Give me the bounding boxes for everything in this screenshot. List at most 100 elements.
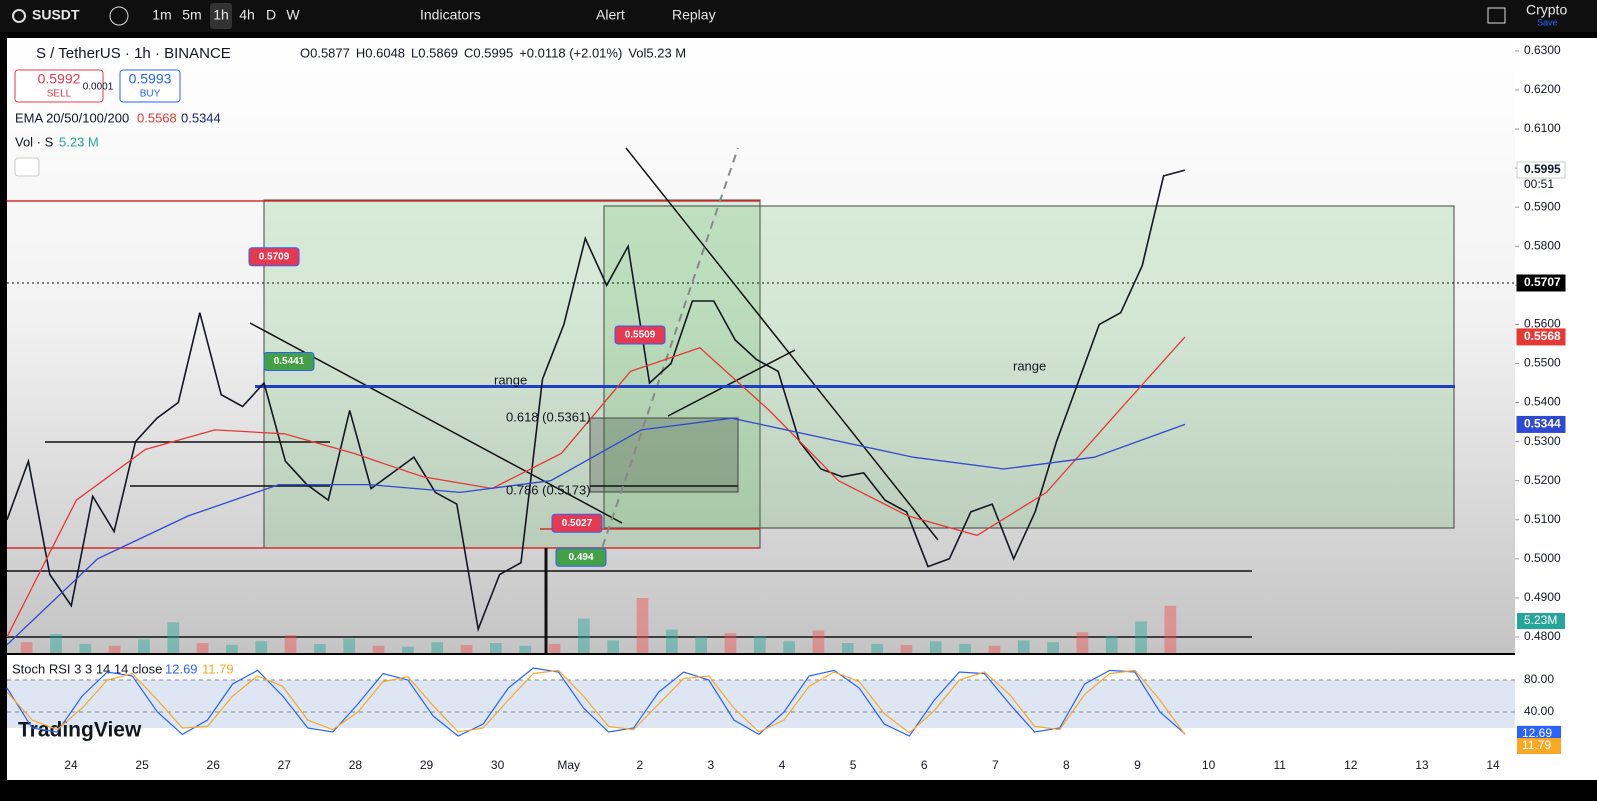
volume-bar [1076, 632, 1089, 653]
stoch-d-line [6, 669, 1186, 735]
price-badge [263, 352, 315, 372]
fullscreen-icon[interactable] [1487, 7, 1506, 24]
volume-bar [343, 638, 356, 653]
volume-bar [255, 641, 268, 653]
price-tick-label: 0.6100 [1524, 121, 1561, 135]
time-tick-label: 11 [1273, 758, 1286, 772]
buy-label[interactable]: BUY [140, 89, 161, 100]
sell-price[interactable]: 0.5992 [38, 71, 81, 87]
volume-bar [50, 634, 62, 653]
volume-bar [1047, 642, 1059, 653]
price-axis-label-box [1516, 328, 1566, 346]
volume-bar [20, 642, 33, 653]
brand-logo: TradingView [18, 719, 142, 742]
price-tick-label: 0.5200 [1524, 473, 1561, 487]
price-badge [248, 247, 300, 267]
toolbar [0, 0, 1597, 32]
stoch-axis-box [1517, 725, 1561, 742]
volume-bar [284, 634, 297, 653]
price-axis-label-box [1516, 274, 1566, 292]
time-tick-label: 29 [420, 758, 434, 772]
price-badge-label: 0.5509 [625, 330, 656, 341]
time-tick-label: 27 [278, 758, 292, 772]
trend-line [625, 147, 939, 541]
volume-bar [841, 643, 854, 653]
ohlc-value: +0.0118 (+2.01%) [519, 45, 622, 60]
save-button[interactable]: Save [1537, 17, 1558, 27]
price-badge [551, 513, 603, 533]
price-tick-label: 0.4900 [1524, 590, 1561, 604]
ema-line [6, 336, 1186, 638]
interval-button[interactable]: 1h [213, 7, 229, 23]
stoch-axis-label: 12.69 [1522, 726, 1552, 740]
indicators-button[interactable]: Indicators [420, 7, 481, 23]
price-tick-label: 0.5600 [1524, 317, 1561, 331]
fib-box [589, 417, 739, 493]
volume-bar [108, 645, 121, 653]
sell-label[interactable]: SELL [47, 89, 72, 100]
volume-bar [959, 643, 971, 653]
annotation: 0.786 (0.5173) [506, 482, 591, 497]
stoch-band [7, 680, 1515, 728]
time-tick-label: 8 [1063, 758, 1070, 772]
price-axis-label: 0.5707 [1524, 275, 1561, 289]
volume-bar [665, 629, 678, 653]
volume-bar [489, 643, 502, 653]
annotation: range [494, 372, 527, 387]
account[interactable]: Crypto [1526, 2, 1567, 18]
interval-button[interactable]: W [286, 7, 300, 23]
time-tick-label: 25 [135, 758, 149, 772]
sell-button[interactable] [14, 69, 104, 103]
buy-button[interactable] [119, 69, 181, 103]
annotation: 0.618 (0.5361) [506, 409, 591, 424]
ema-red-value: 0.5568 [137, 110, 177, 125]
volume-bar [167, 622, 180, 653]
price-axis-label: 0.5568 [1524, 329, 1561, 343]
ema-line [6, 417, 1186, 646]
add-icon[interactable] [109, 6, 129, 26]
interval-button[interactable]: 4h [239, 7, 255, 23]
stoch-k-line [6, 667, 1186, 737]
symbol[interactable]: SUSDT [32, 7, 80, 23]
search-icon[interactable] [12, 9, 26, 23]
interval-button[interactable]: 5m [182, 7, 201, 23]
volume-bar [929, 641, 942, 653]
volume-bar [607, 640, 620, 653]
volume-bar [812, 630, 825, 653]
volume-bar [724, 633, 737, 653]
buy-price[interactable]: 0.5993 [129, 71, 172, 87]
time-tick-label: 9 [1134, 758, 1141, 772]
price-axis-label: 0.5995 [1524, 162, 1561, 176]
time-tick-label: 7 [992, 758, 999, 772]
volume-bar [783, 641, 795, 653]
alert-button[interactable]: Alert [596, 7, 625, 23]
volume-bar [79, 643, 92, 653]
volume-bar [1017, 640, 1030, 653]
price-tick-label: 0.5800 [1524, 238, 1561, 252]
symbol-title: S / TetherUS · 1h · BINANCE [36, 45, 231, 62]
price-badge-label: 0.5027 [562, 518, 593, 529]
time-tick-label: 6 [921, 758, 928, 772]
time-tick-label: 24 [64, 758, 78, 772]
stoch-tick-label: 40.00 [1524, 704, 1554, 718]
ohlc-value: C0.5995 [464, 45, 513, 60]
time-tick-label: 5 [850, 758, 857, 772]
time-tick-label: 12 [1344, 758, 1358, 772]
price-tick-label: 0.5500 [1524, 356, 1561, 370]
replay-button[interactable]: Replay [672, 7, 716, 23]
volume-bar [900, 644, 913, 653]
interval-button[interactable]: 1m [152, 7, 171, 23]
collapse-button[interactable] [14, 157, 40, 177]
ema-blue-value: 0.5344 [181, 110, 221, 125]
interval-button[interactable]: D [266, 7, 276, 23]
time-tick-label: May [557, 758, 580, 772]
price-tick-label: 0.5900 [1524, 199, 1561, 213]
volume-bar [1105, 635, 1118, 653]
ohlc-value: L0.5869 [411, 45, 458, 60]
volume-bar [402, 646, 414, 653]
stoch-title: Stoch RSI 3 3 14 14 close [12, 661, 162, 676]
volume-bar [226, 644, 238, 653]
price-badge-label: 0.5441 [274, 356, 305, 367]
price-axis [1515, 38, 1597, 753]
